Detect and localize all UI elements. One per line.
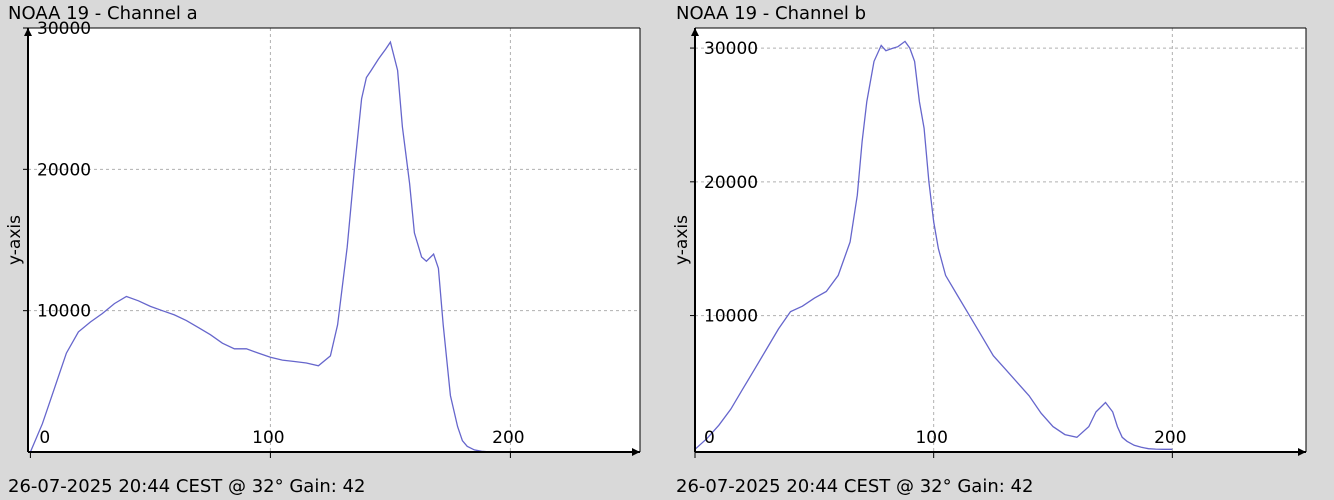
y-tick-label: 20000 <box>37 160 91 180</box>
plot-area <box>695 28 1306 452</box>
x-tick-label: 0 <box>704 428 715 448</box>
y-tick-label: 10000 <box>704 307 758 327</box>
y-axis-arrow <box>24 28 32 36</box>
line-chart: 0 100 200 10000 20000 30000 y-axis <box>672 27 1307 458</box>
chart-panel-b: NOAA 19 - Channel b 0 100 200 10000 20000 300… <box>668 0 1334 500</box>
data-series-line <box>29 40 494 453</box>
y-tick-label: 30000 <box>37 19 91 39</box>
y-tick-label: 30000 <box>704 39 758 59</box>
y-axis-title: y-axis <box>672 215 692 265</box>
plot-area <box>28 28 640 452</box>
y-tick-label: 10000 <box>37 302 91 322</box>
panel-footer-timestamp: 26-07-2025 20:44 CEST @ 32° Gain: 42 <box>8 476 366 497</box>
x-tick-label: 200 <box>1154 428 1186 448</box>
x-tick-label: 200 <box>492 428 524 448</box>
panel-title: NOAA 19 - Channel b <box>676 3 867 24</box>
line-chart: 0 100 200 10000 20000 30000 y-axis <box>5 19 641 458</box>
x-axis-arrow <box>1298 448 1306 456</box>
panel-title: NOAA 19 - Channel a <box>8 3 198 24</box>
data-series-line <box>694 40 1173 450</box>
x-tick-label: 100 <box>915 428 947 448</box>
x-tick-label: 0 <box>39 428 50 448</box>
y-axis-arrow <box>691 28 699 36</box>
x-axis-arrow <box>632 448 640 456</box>
chart-panel-a: NOAA 19 - Channel a 0 100 200 10000 20000 300… <box>0 0 660 500</box>
y-tick-label: 20000 <box>704 173 758 193</box>
y-axis-title: y-axis <box>5 215 25 265</box>
panel-footer-timestamp: 26-07-2025 20:44 CEST @ 32° Gain: 42 <box>676 476 1034 497</box>
x-tick-label: 100 <box>252 428 284 448</box>
